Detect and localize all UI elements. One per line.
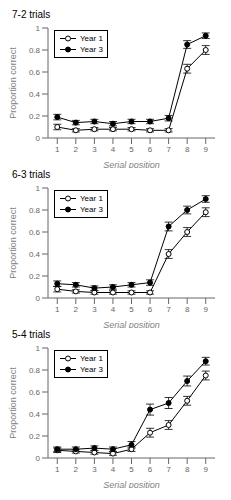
svg-text:0.8: 0.8 — [29, 46, 41, 55]
svg-text:7: 7 — [166, 305, 171, 314]
svg-text:0.6: 0.6 — [29, 228, 41, 237]
svg-text:0.4: 0.4 — [29, 90, 41, 99]
svg-text:5: 5 — [129, 305, 134, 314]
svg-text:6: 6 — [148, 305, 153, 314]
svg-text:9: 9 — [203, 305, 208, 314]
svg-text:0.2: 0.2 — [29, 432, 41, 441]
svg-text:5: 5 — [129, 145, 134, 154]
svg-text:8: 8 — [185, 465, 190, 474]
html-text:Year 3: Year 3 — [80, 205, 103, 214]
svg-text:0: 0 — [36, 294, 41, 303]
svg-text:4: 4 — [111, 465, 116, 474]
svg-text:7: 7 — [166, 465, 171, 474]
svg-text:Serial position: Serial position — [103, 160, 160, 168]
svg-text:0.8: 0.8 — [29, 366, 41, 375]
svg-text:2: 2 — [74, 145, 79, 154]
html-text:Year 3: Year 3 — [80, 45, 103, 54]
svg-text:1: 1 — [36, 184, 41, 193]
svg-text:6: 6 — [148, 145, 153, 154]
svg-text:Proportion correct: Proportion correct — [8, 367, 18, 439]
svg-text:6: 6 — [148, 465, 153, 474]
svg-text:0.6: 0.6 — [29, 388, 41, 397]
html-text:7-2 trials: 7-2 trials — [12, 9, 51, 20]
html-text:Year 1: Year 1 — [80, 194, 103, 203]
svg-text:2: 2 — [74, 465, 79, 474]
html-text:5-4 trials: 5-4 trials — [12, 329, 51, 340]
svg-text:8: 8 — [185, 145, 190, 154]
svg-text:0.2: 0.2 — [29, 272, 41, 281]
svg-text:7: 7 — [166, 145, 171, 154]
svg-text:0.2: 0.2 — [29, 112, 41, 121]
svg-text:0.8: 0.8 — [29, 206, 41, 215]
svg-text:3: 3 — [92, 305, 97, 314]
svg-text:2: 2 — [74, 305, 79, 314]
svg-text:0: 0 — [36, 454, 41, 463]
svg-text:9: 9 — [203, 465, 208, 474]
svg-text:Proportion correct: Proportion correct — [8, 207, 18, 279]
svg-text:5: 5 — [129, 465, 134, 474]
svg-text:Proportion correct: Proportion correct — [8, 47, 18, 119]
html-text:Year 1: Year 1 — [80, 34, 103, 43]
svg-text:1: 1 — [36, 24, 41, 33]
svg-text:3: 3 — [92, 145, 97, 154]
svg-text:4: 4 — [111, 305, 116, 314]
html-text:6-3 trials: 6-3 trials — [12, 169, 51, 180]
svg-text:8: 8 — [185, 305, 190, 314]
svg-text:0.6: 0.6 — [29, 68, 41, 77]
svg-text:3: 3 — [92, 465, 97, 474]
svg-text:1: 1 — [36, 344, 41, 353]
svg-text:1: 1 — [55, 305, 60, 314]
svg-text:9: 9 — [203, 145, 208, 154]
svg-text:Serial position: Serial position — [103, 480, 160, 488]
svg-text:4: 4 — [111, 145, 116, 154]
svg-text:1: 1 — [55, 465, 60, 474]
svg-text:0.4: 0.4 — [29, 250, 41, 259]
svg-text:Serial position: Serial position — [103, 320, 160, 328]
svg-text:1: 1 — [55, 145, 60, 154]
svg-text:0.4: 0.4 — [29, 410, 41, 419]
svg-text:0: 0 — [36, 134, 41, 143]
html-text:Year 1: Year 1 — [80, 354, 103, 363]
html-text:Year 3: Year 3 — [80, 365, 103, 374]
